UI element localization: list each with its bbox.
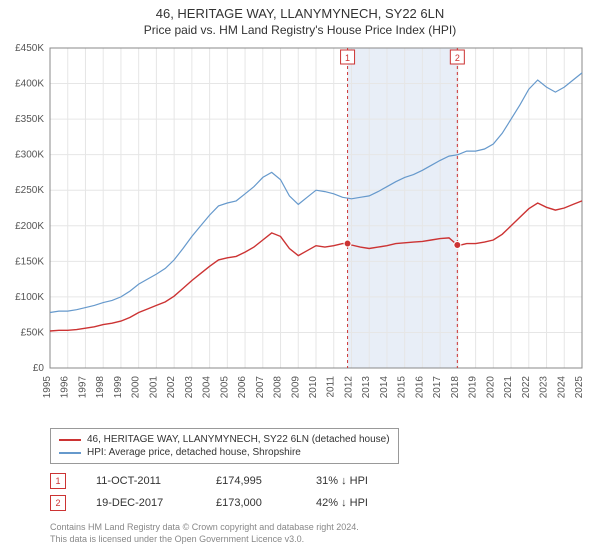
sale-price: £173,000	[216, 497, 286, 509]
sale-date: 11-OCT-2011	[96, 475, 186, 487]
footer-line-1: Contains HM Land Registry data © Crown c…	[50, 522, 359, 534]
svg-text:2013: 2013	[361, 376, 372, 399]
svg-text:2009: 2009	[290, 376, 301, 399]
chart-subtitle: Price paid vs. HM Land Registry's House …	[0, 21, 600, 41]
svg-text:2011: 2011	[326, 376, 337, 398]
svg-text:1999: 1999	[113, 376, 124, 399]
svg-text:2020: 2020	[485, 376, 496, 399]
figure-container: 46, HERITAGE WAY, LLANYMYNECH, SY22 6LN …	[0, 0, 600, 560]
legend: 46, HERITAGE WAY, LLANYMYNECH, SY22 6LN …	[50, 428, 399, 464]
svg-text:£350K: £350K	[15, 114, 44, 125]
sale-price: £174,995	[216, 475, 286, 487]
svg-text:2000: 2000	[131, 376, 142, 399]
svg-text:£100K: £100K	[15, 292, 44, 303]
svg-text:2: 2	[455, 53, 460, 63]
legend-swatch	[59, 439, 81, 441]
svg-text:£250K: £250K	[15, 185, 44, 196]
svg-text:1: 1	[345, 53, 350, 63]
svg-text:1995: 1995	[42, 376, 53, 399]
svg-text:2007: 2007	[255, 376, 266, 399]
legend-label: 46, HERITAGE WAY, LLANYMYNECH, SY22 6LN …	[87, 434, 390, 445]
sale-date: 19-DEC-2017	[96, 497, 186, 509]
svg-text:2010: 2010	[308, 376, 319, 399]
svg-text:1996: 1996	[60, 376, 71, 399]
svg-text:2001: 2001	[148, 376, 159, 399]
svg-text:2017: 2017	[432, 376, 443, 399]
svg-text:2025: 2025	[574, 376, 585, 399]
svg-text:2005: 2005	[219, 376, 230, 399]
svg-text:£150K: £150K	[15, 256, 44, 267]
svg-text:£400K: £400K	[15, 79, 44, 90]
legend-item: 46, HERITAGE WAY, LLANYMYNECH, SY22 6LN …	[59, 433, 390, 446]
svg-text:1997: 1997	[77, 376, 88, 399]
svg-text:£450K: £450K	[15, 43, 44, 54]
svg-text:2018: 2018	[450, 376, 461, 399]
svg-text:2008: 2008	[273, 376, 284, 399]
footer-attribution: Contains HM Land Registry data © Crown c…	[50, 522, 359, 545]
svg-text:£50K: £50K	[21, 327, 45, 338]
sale-delta: 42% ↓ HPI	[316, 497, 396, 509]
svg-text:£300K: £300K	[15, 150, 44, 161]
sale-marker: 1	[50, 473, 66, 489]
svg-text:1998: 1998	[95, 376, 106, 399]
legend-swatch	[59, 452, 81, 454]
svg-text:2003: 2003	[184, 376, 195, 399]
svg-text:2014: 2014	[379, 376, 390, 399]
chart-title: 46, HERITAGE WAY, LLANYMYNECH, SY22 6LN	[0, 0, 600, 21]
svg-text:2012: 2012	[343, 376, 354, 399]
footer-line-2: This data is licensed under the Open Gov…	[50, 534, 359, 546]
sales-table: 1 11-OCT-2011 £174,995 31% ↓ HPI 2 19-DEC-201…	[50, 470, 396, 514]
legend-item: HPI: Average price, detached house, Shro…	[59, 446, 390, 459]
sale-row: 1 11-OCT-2011 £174,995 31% ↓ HPI	[50, 470, 396, 492]
svg-text:2024: 2024	[556, 376, 567, 399]
svg-text:2006: 2006	[237, 376, 248, 399]
svg-text:2015: 2015	[397, 376, 408, 399]
svg-text:2002: 2002	[166, 376, 177, 399]
svg-text:2016: 2016	[414, 376, 425, 399]
svg-text:2004: 2004	[202, 376, 213, 399]
sale-marker: 2	[50, 495, 66, 511]
chart-area: £0 £50K £100K £150K £200K £250K £300K £350K £400…	[0, 42, 600, 422]
legend-label: HPI: Average price, detached house, Shro…	[87, 447, 301, 458]
sale-delta: 31% ↓ HPI	[316, 475, 396, 487]
svg-text:2021: 2021	[503, 376, 514, 399]
svg-text:£200K: £200K	[15, 221, 44, 232]
sale-row: 2 19-DEC-2017 £173,000 42% ↓ HPI	[50, 492, 396, 514]
line-chart-svg: £0 £50K £100K £150K £200K £250K £300K £350K £400…	[0, 42, 600, 422]
svg-text:£0: £0	[33, 363, 45, 374]
svg-text:2019: 2019	[468, 376, 479, 399]
svg-text:2023: 2023	[539, 376, 550, 399]
svg-text:2022: 2022	[521, 376, 532, 399]
